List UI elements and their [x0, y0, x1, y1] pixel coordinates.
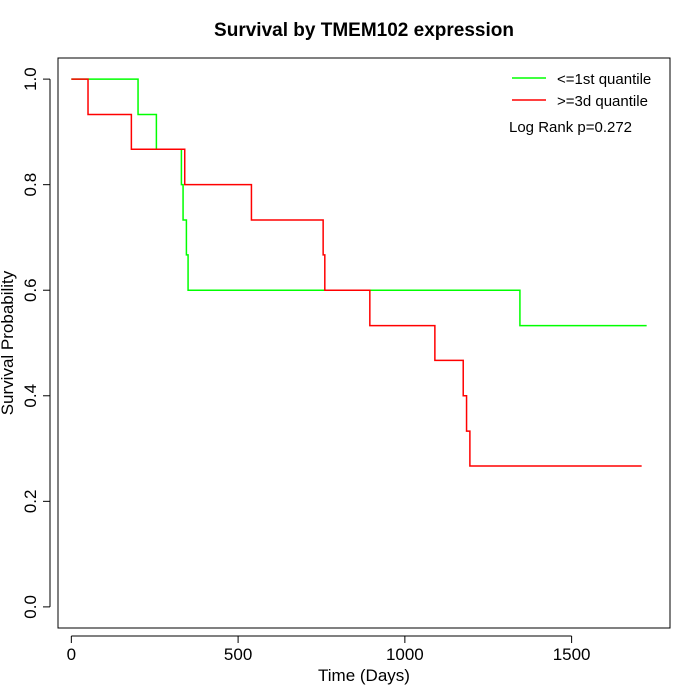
y-tick-label: 1.0: [21, 67, 40, 91]
legend-label-low: <=1st quantile: [557, 71, 651, 88]
chart-title: Survival by TMEM102 expression: [214, 20, 514, 41]
x-tick-label: 1500: [553, 645, 591, 664]
log-rank-annotation: Log Rank p=0.272: [509, 119, 632, 136]
legend: <=1st quantile >=3d quantile: [512, 71, 651, 110]
x-tick-label: 500: [224, 645, 252, 664]
survival-curve-low: [71, 78, 647, 327]
y-axis-label: Survival Probability: [0, 270, 17, 415]
y-tick-label: 0.2: [21, 490, 40, 514]
survival-curve-high: [71, 78, 642, 467]
x-tick-label: 0: [67, 645, 76, 664]
y-tick-label: 0.0: [21, 595, 40, 619]
series-layer: [71, 78, 647, 467]
y-axis: 0.0 0.2 0.4 0.6 0.8 1.0: [21, 67, 51, 619]
x-axis: 0 500 1000 1500: [67, 635, 591, 664]
plot-frame: [57, 57, 671, 629]
x-axis-label: Time (Days): [318, 666, 410, 685]
y-tick-label: 0.4: [21, 384, 40, 408]
y-tick-label: 0.8: [21, 173, 40, 197]
y-tick-label: 0.6: [21, 278, 40, 302]
x-tick-label: 1000: [386, 645, 424, 664]
legend-label-high: >=3d quantile: [557, 93, 648, 110]
